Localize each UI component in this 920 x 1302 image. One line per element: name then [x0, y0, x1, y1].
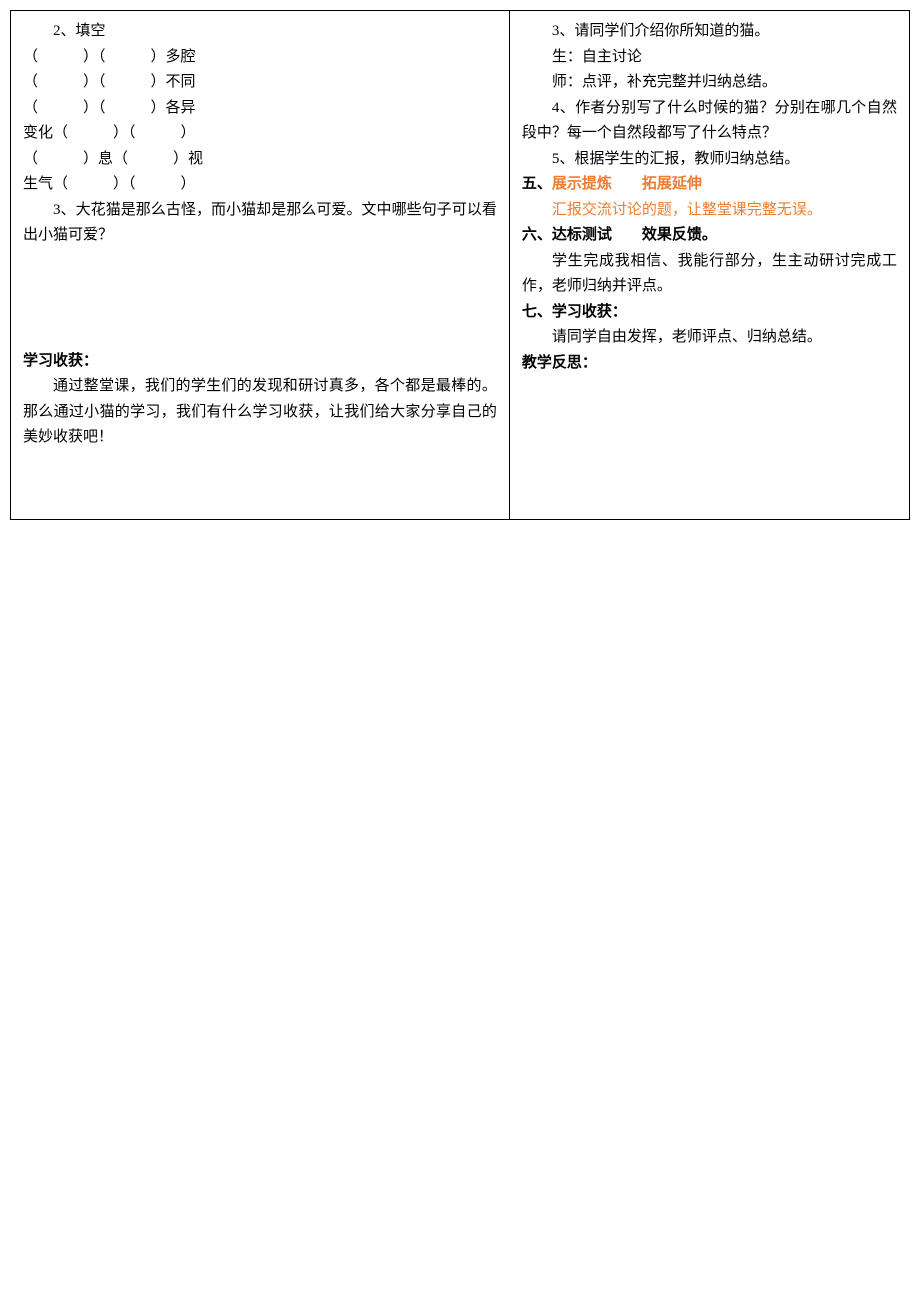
- section-7-title: 七、学习收获：: [522, 300, 897, 326]
- student-line: 生：自主讨论: [522, 45, 897, 71]
- lesson-plan-table: 2、填空 （ ）（ ）多腔 （ ）（ ）不同 （ ）（ ）各异 变化（ ）（ ）…: [10, 10, 910, 520]
- section-6-body: 学生完成我相信、我能行部分，生主动研讨完成工作，老师归纳并评点。: [522, 249, 897, 300]
- blank-line-4: 变化（ ）（ ）: [23, 121, 497, 147]
- section-5-heading: 五、展示提炼 拓展延伸: [522, 172, 897, 198]
- right-item-5: 5、根据学生的汇报，教师归纳总结。: [522, 147, 897, 173]
- right-column: 3、请同学们介绍你所知道的猫。 生：自主讨论 师：点评，补充完整并归纳总结。 4…: [510, 11, 909, 519]
- blank-line-2: （ ）（ ）不同: [23, 70, 497, 96]
- learning-harvest-title: 学习收获：: [23, 349, 497, 375]
- section-7-body: 请同学自由发挥，老师评点、归纳总结。: [522, 325, 897, 351]
- bottom-spacer: [23, 451, 497, 511]
- spacer: [23, 249, 497, 349]
- section-5-body: 汇报交流讨论的题，让整堂课完整无误。: [522, 198, 897, 224]
- reflection-title: 教学反思：: [522, 351, 897, 377]
- right-item-3: 3、请同学们介绍你所知道的猫。: [522, 19, 897, 45]
- section-5-prefix: 五、: [522, 176, 552, 192]
- blank-line-1: （ ）（ ）多腔: [23, 45, 497, 71]
- section-6-title: 六、达标测试 效果反馈。: [522, 223, 897, 249]
- blank-line-3: （ ）（ ）各异: [23, 96, 497, 122]
- fill-blank-title: 2、填空: [23, 19, 497, 45]
- teacher-line: 师：点评，补充完整并归纳总结。: [522, 70, 897, 96]
- question-3: 3、大花猫是那么古怪，而小猫却是那么可爱。文中哪些句子可以看出小猫可爱？: [23, 198, 497, 249]
- left-column: 2、填空 （ ）（ ）多腔 （ ）（ ）不同 （ ）（ ）各异 变化（ ）（ ）…: [11, 11, 510, 519]
- blank-line-5: （ ）息（ ）视: [23, 147, 497, 173]
- right-item-4: 4、作者分别写了什么时候的猫？分别在哪几个自然段中？每一个自然段都写了什么特点？: [522, 96, 897, 147]
- blank-line-6: 生气（ ）（ ）: [23, 172, 497, 198]
- learning-harvest-body: 通过整堂课，我们的学生们的发现和研讨真多，各个都是最棒的。那么通过小猫的学习，我…: [23, 374, 497, 451]
- section-5-title: 展示提炼 拓展延伸: [552, 176, 702, 192]
